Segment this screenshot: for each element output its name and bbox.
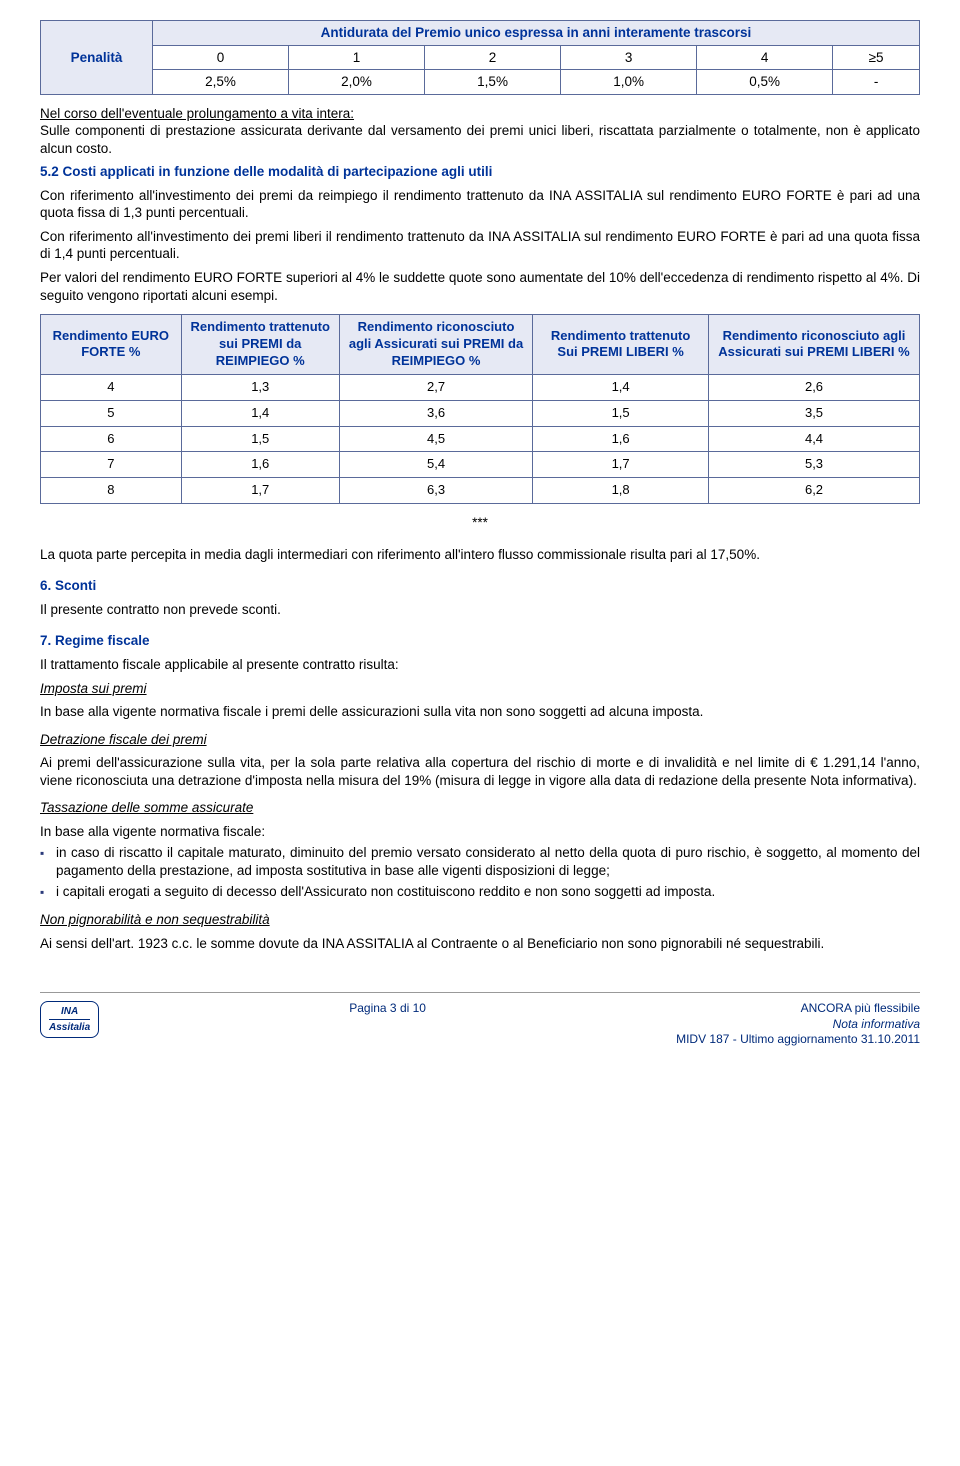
- val-0: 2,5%: [152, 70, 288, 95]
- heading-7: 7. Regime fiscale: [40, 632, 920, 650]
- val-2: 1,5%: [425, 70, 561, 95]
- s7-p2: Ai premi dell'assicurazione sulla vita, …: [40, 754, 920, 789]
- s7-p1: In base alla vigente normativa fiscale i…: [40, 703, 920, 721]
- logo-line1: INA: [49, 1006, 90, 1020]
- table-row: 81,76,31,86,2: [41, 478, 920, 504]
- paragraph-prolungamento: Nel corso dell'eventuale prolungamento a…: [40, 105, 920, 158]
- logo-line2: Assitalia: [49, 1022, 90, 1033]
- bullet-1: in caso di riscatto il capitale maturato…: [40, 844, 920, 879]
- col1: Rendimento trattenuto sui PREMI da REIMP…: [181, 315, 339, 375]
- row-label: Penalità: [41, 21, 153, 95]
- hdr-3: 3: [561, 45, 697, 70]
- hdr-0: 0: [152, 45, 288, 70]
- val-1: 2,0%: [289, 70, 425, 95]
- separator-stars: ***: [40, 514, 920, 532]
- logo-icon: INA Assitalia: [40, 1001, 99, 1038]
- col3: Rendimento trattenuto Sui PREMI LIBERI %: [533, 315, 709, 375]
- hdr-5: ≥5: [833, 45, 920, 70]
- footer-r3: MIDV 187 - Ultimo aggiornamento 31.10.20…: [676, 1032, 920, 1048]
- hdr-4: 4: [697, 45, 833, 70]
- s52-p3: Per valori del rendimento EURO FORTE sup…: [40, 269, 920, 304]
- page-footer: INA Assitalia Pagina 3 di 10 ANCORA più …: [40, 992, 920, 1048]
- bullet-2: i capitali erogati a seguito di decesso …: [40, 883, 920, 901]
- table-row: 51,43,61,53,5: [41, 400, 920, 426]
- p1-lead: Nel corso dell'eventuale prolungamento a…: [40, 106, 354, 121]
- s7-p4: Ai sensi dell'art. 1923 c.c. le somme do…: [40, 935, 920, 953]
- heading-6: 6. Sconti: [40, 577, 920, 595]
- footer-r2: Nota informativa: [676, 1017, 920, 1033]
- p1-rest: Sulle componenti di prestazione assicura…: [40, 123, 920, 156]
- val-5: -: [833, 70, 920, 95]
- footer-center: Pagina 3 di 10: [99, 1001, 676, 1017]
- s6-p: Il presente contratto non prevede sconti…: [40, 601, 920, 619]
- s52-p1: Con riferimento all'investimento dei pre…: [40, 187, 920, 222]
- bullet-list: in caso di riscatto il capitale maturato…: [40, 844, 920, 901]
- sub-imposta: Imposta sui premi: [40, 680, 920, 698]
- table-row: 41,32,71,42,6: [41, 374, 920, 400]
- footer-left: INA Assitalia: [40, 1001, 99, 1038]
- table-row: 71,65,41,75,3: [41, 452, 920, 478]
- hdr-1: 1: [289, 45, 425, 70]
- table-row: 61,54,51,64,4: [41, 426, 920, 452]
- val-3: 1,0%: [561, 70, 697, 95]
- col0: Rendimento EURO FORTE %: [41, 315, 182, 375]
- footer-r1: ANCORA più flessibile: [676, 1001, 920, 1017]
- sub-tassazione: Tassazione delle somme assicurate: [40, 799, 920, 817]
- heading-52: 5.2 Costi applicati in funzione delle mo…: [40, 163, 920, 181]
- s7-p3lead: In base alla vigente normativa fiscale:: [40, 823, 920, 841]
- col4: Rendimento riconosciuto agli Assicurati …: [709, 315, 920, 375]
- hdr-2: 2: [425, 45, 561, 70]
- footer-right: ANCORA più flessibile Nota informativa M…: [676, 1001, 920, 1048]
- p-quota: La quota parte percepita in media dagli …: [40, 546, 920, 564]
- s52-p2: Con riferimento all'investimento dei pre…: [40, 228, 920, 263]
- s7-intro: Il trattamento fiscale applicabile al pr…: [40, 656, 920, 674]
- sub-detrazione: Detrazione fiscale dei premi: [40, 731, 920, 749]
- table-title: Antidurata del Premio unico espressa in …: [152, 21, 919, 46]
- penalty-table: Penalità Antidurata del Premio unico esp…: [40, 20, 920, 95]
- sub-pignorabilita: Non pignorabilità e non sequestrabilità: [40, 911, 920, 929]
- val-4: 0,5%: [697, 70, 833, 95]
- rendimento-table: Rendimento EURO FORTE % Rendimento tratt…: [40, 314, 920, 504]
- col2: Rendimento riconosciuto agli Assicurati …: [339, 315, 532, 375]
